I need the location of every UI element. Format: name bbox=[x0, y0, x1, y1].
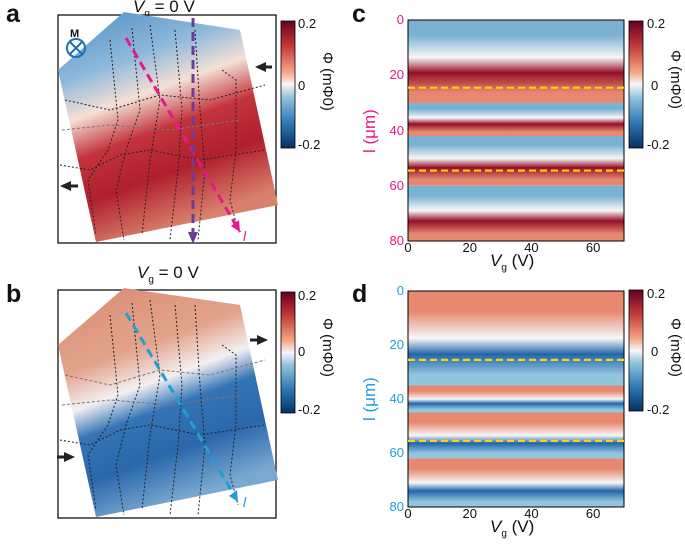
magnet-direction-icon bbox=[66, 38, 86, 58]
heatmap-c-xtick-1: 20 bbox=[462, 240, 477, 255]
heatmap-d-ytick-3: 60 bbox=[389, 445, 404, 460]
cb-bottom-min: -0.2 bbox=[298, 402, 321, 417]
heatmap-d-ylabel: l (μm) bbox=[360, 377, 379, 421]
cb-bottom-max: 0.2 bbox=[298, 288, 317, 303]
heatmap-c-ytick-3: 60 bbox=[389, 177, 404, 193]
panel-a-frame bbox=[57, 14, 277, 244]
magnet-label: M bbox=[70, 28, 80, 40]
heatmap-c-band-1 bbox=[408, 102, 624, 137]
heatmap-c-band-2 bbox=[408, 136, 624, 186]
heatmap-c-xlabel: Vg (V) bbox=[490, 251, 535, 274]
cb-top-mid: 0 bbox=[298, 78, 306, 93]
heatmap-c-xtick-3: 60 bbox=[585, 240, 601, 255]
cb-c-max: 0.2 bbox=[647, 16, 666, 31]
heatmap-d-ytick-1: 20 bbox=[389, 337, 404, 352]
panel-a-cut-label: l bbox=[243, 228, 247, 244]
colorbar-d bbox=[628, 289, 644, 412]
panel-b-title: Vg = 0 V bbox=[137, 263, 199, 286]
cb-d-min: -0.2 bbox=[647, 402, 670, 417]
panel-b-cut-line bbox=[124, 312, 238, 499]
panel-b-frame bbox=[57, 289, 277, 519]
panel-b-cut-arrow bbox=[229, 490, 238, 502]
heatmap-c-ylabel: l (μm) bbox=[360, 108, 379, 153]
panel-b-cut-label: l bbox=[243, 494, 247, 510]
cb-d-max: 0.2 bbox=[647, 286, 666, 301]
heatmap-c-ytick-2: 40 bbox=[389, 122, 404, 138]
panel-a-cut-arrow bbox=[231, 220, 240, 232]
cb-c-mid: 0 bbox=[651, 78, 659, 93]
heatmap-d-xlabel: Vg (V) bbox=[490, 517, 535, 540]
heatmap-c-xtick-0: 0 bbox=[404, 240, 412, 255]
heatmap-d-band-0 bbox=[408, 291, 624, 386]
panel-a-arrow-right-icon bbox=[255, 62, 266, 72]
cb-d-mid: 0 bbox=[651, 344, 659, 359]
heatmap-c-ytick-4: 80 bbox=[389, 233, 404, 248]
heatmap-c-band-3 bbox=[408, 185, 624, 241]
colorbar-c bbox=[628, 20, 644, 149]
panel-b-sample-outline bbox=[59, 299, 266, 516]
heatmap-d-frame bbox=[407, 290, 625, 508]
heatmap-c-band-0 bbox=[408, 20, 624, 103]
panel-letter-a: a bbox=[6, 0, 20, 28]
panel-a-title: Vg = 0 V bbox=[133, 0, 195, 20]
cb-top-max: 0.2 bbox=[298, 16, 317, 31]
colorbar-bottom bbox=[280, 291, 296, 414]
heatmap-d-xtick-3: 60 bbox=[585, 506, 601, 521]
heatmap-d-band-1 bbox=[408, 385, 624, 413]
panel-a-sample-outline bbox=[59, 24, 266, 241]
cb-c-min: -0.2 bbox=[647, 137, 670, 152]
heatmap-d-ytick-2: 40 bbox=[389, 391, 404, 406]
heatmap-c-ytick-0: 0 bbox=[396, 12, 404, 27]
cb-top-min: -0.2 bbox=[298, 137, 321, 152]
heatmap-d-ytick-4: 80 bbox=[389, 499, 404, 514]
cb-bottom-mid: 0 bbox=[298, 344, 306, 359]
heatmap-d-band-2 bbox=[408, 412, 624, 459]
heatmap-d-xtick-0: 0 bbox=[404, 506, 412, 521]
panel-letter-d: d bbox=[352, 280, 368, 308]
panel-letter-b: b bbox=[6, 280, 22, 308]
heatmap-d-ytick-0: 0 bbox=[396, 283, 404, 298]
panel-a-arrow-left-icon bbox=[60, 181, 71, 191]
colorbar-top bbox=[280, 20, 296, 149]
panel-b-arrow-right-icon bbox=[257, 335, 268, 345]
panel-letter-c: c bbox=[352, 0, 366, 28]
heatmap-c-xtick-2: 40 bbox=[524, 240, 539, 255]
heatmap-d-xtick-2: 40 bbox=[524, 506, 539, 521]
heatmap-d-xtick-1: 20 bbox=[462, 506, 477, 521]
panel-b-arrow-left-icon bbox=[64, 452, 75, 462]
panel-a-cut-line bbox=[124, 37, 242, 233]
heatmap-c-ytick-1: 20 bbox=[389, 67, 404, 83]
heatmap-c-frame bbox=[407, 19, 625, 242]
heatmap-d-band-3 bbox=[408, 458, 624, 507]
